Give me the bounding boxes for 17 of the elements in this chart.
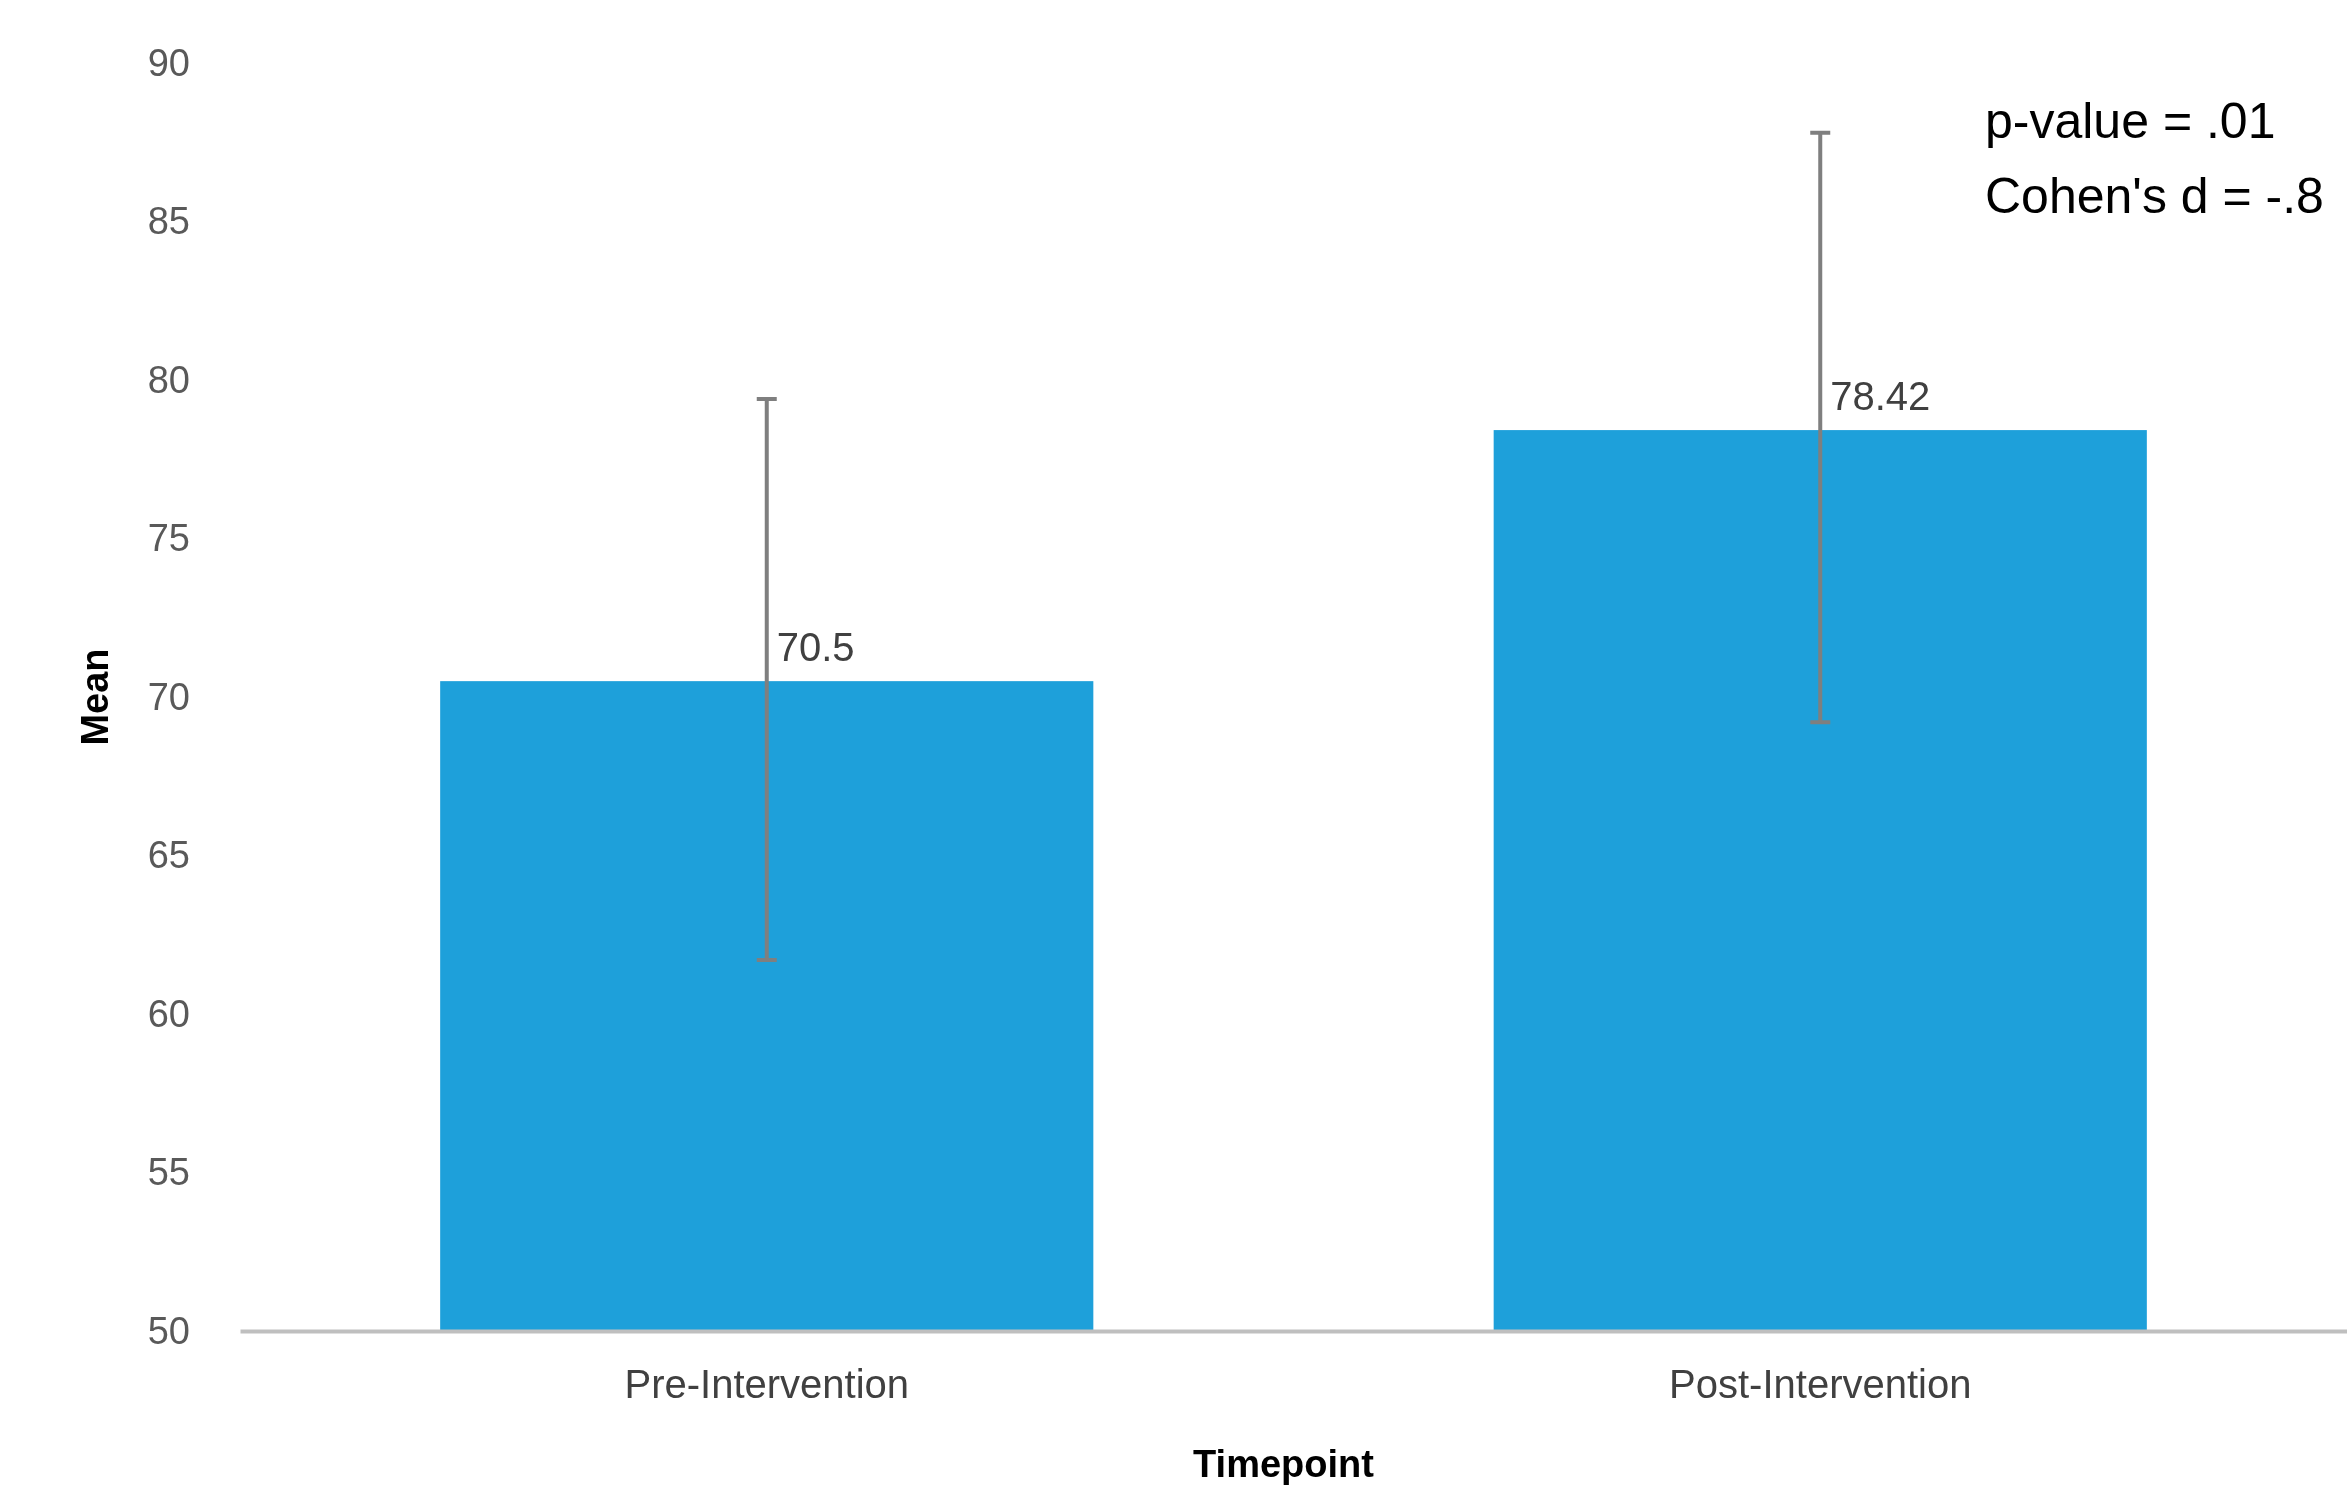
x-tick-label: Post-Intervention <box>1669 1362 1972 1406</box>
x-axis-title: Timepoint <box>1193 1443 1375 1485</box>
y-tick-label: 75 <box>147 517 190 560</box>
data-label: 70.5 <box>776 625 855 670</box>
y-tick-label: 65 <box>147 834 190 877</box>
y-axis-title: Mean <box>74 648 116 746</box>
annotation: Cohen's d = -.8 <box>1985 168 2324 224</box>
annotation: p-value = .01 <box>1985 93 2276 149</box>
x-tick-label: Pre-Intervention <box>624 1362 910 1406</box>
y-tick-label: 50 <box>147 1309 190 1352</box>
y-tick-label: 90 <box>147 41 190 84</box>
y-tick-label: 80 <box>147 358 190 401</box>
y-tick-label: 60 <box>147 992 190 1035</box>
y-tick-label: 55 <box>147 1151 190 1194</box>
y-tick-label: 85 <box>147 200 190 243</box>
y-tick-label: 70 <box>147 675 190 718</box>
data-label: 78.42 <box>1830 374 1931 419</box>
